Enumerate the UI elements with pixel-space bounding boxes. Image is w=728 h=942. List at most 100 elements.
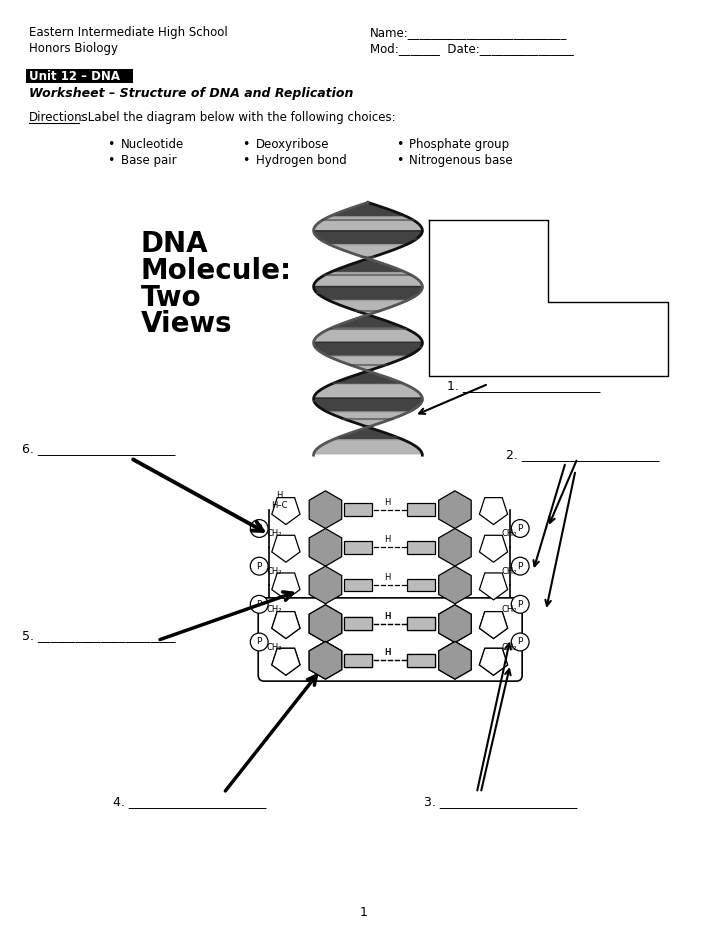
Bar — [408, 503, 435, 516]
Polygon shape — [480, 573, 507, 600]
Polygon shape — [309, 605, 341, 642]
Text: Directions: Directions — [29, 111, 89, 124]
Text: •: • — [242, 154, 250, 167]
Text: CH₂: CH₂ — [266, 606, 282, 614]
Polygon shape — [439, 528, 471, 566]
Bar — [408, 541, 435, 554]
Text: CH₂: CH₂ — [266, 529, 282, 539]
Bar — [408, 654, 435, 667]
Bar — [408, 617, 435, 630]
Text: •: • — [395, 154, 403, 167]
Circle shape — [250, 520, 268, 537]
Text: 3. ______________________: 3. ______________________ — [424, 795, 578, 808]
Text: Honors Biology: Honors Biology — [29, 41, 118, 55]
Text: Molecule:: Molecule: — [141, 257, 292, 284]
Text: Hydrogen bond: Hydrogen bond — [256, 154, 347, 167]
Text: Eastern Intermediate High School: Eastern Intermediate High School — [29, 26, 228, 39]
Text: •: • — [395, 138, 403, 151]
Text: H: H — [384, 611, 391, 621]
Text: P: P — [256, 600, 262, 609]
Polygon shape — [272, 611, 300, 639]
Text: P: P — [518, 600, 523, 609]
Text: H: H — [384, 611, 391, 621]
Circle shape — [511, 558, 529, 575]
Circle shape — [250, 558, 268, 575]
Polygon shape — [480, 535, 507, 562]
Text: Nucleotide: Nucleotide — [121, 138, 184, 151]
Text: P: P — [256, 524, 262, 533]
Polygon shape — [480, 611, 507, 639]
Text: CH₂: CH₂ — [502, 529, 517, 539]
Polygon shape — [480, 497, 507, 525]
Bar — [408, 654, 435, 667]
Circle shape — [250, 595, 268, 613]
Text: Two: Two — [141, 284, 201, 312]
Text: CH₂: CH₂ — [502, 567, 517, 577]
Bar — [344, 503, 372, 516]
Polygon shape — [309, 566, 341, 604]
Text: H: H — [384, 648, 391, 658]
Text: H–C: H–C — [271, 500, 288, 510]
Bar — [344, 541, 372, 554]
Text: H: H — [384, 497, 391, 507]
Polygon shape — [439, 642, 471, 679]
Polygon shape — [480, 611, 507, 639]
Polygon shape — [309, 605, 341, 642]
Circle shape — [511, 633, 529, 651]
Text: Base pair: Base pair — [121, 154, 176, 167]
Text: 2. ______________________: 2. ______________________ — [507, 448, 660, 462]
Polygon shape — [272, 573, 300, 600]
Text: P: P — [256, 561, 262, 571]
Polygon shape — [309, 642, 341, 679]
Bar — [344, 578, 372, 592]
Text: P: P — [518, 561, 523, 571]
Polygon shape — [439, 642, 471, 679]
Text: 5. ______________________: 5. ______________________ — [22, 628, 175, 642]
Text: Phosphate group: Phosphate group — [409, 138, 510, 151]
Polygon shape — [272, 535, 300, 562]
Polygon shape — [272, 648, 300, 675]
Text: P: P — [518, 638, 523, 646]
Text: H: H — [384, 573, 391, 582]
Bar — [408, 617, 435, 630]
Text: 4. ______________________: 4. ______________________ — [113, 795, 266, 808]
Text: Worksheet – Structure of DNA and Replication: Worksheet – Structure of DNA and Replica… — [29, 88, 353, 101]
Text: Unit 12 – DNA: Unit 12 – DNA — [29, 70, 120, 83]
Bar — [344, 617, 372, 630]
Bar — [344, 654, 372, 667]
Text: : Label the diagram below with the following choices:: : Label the diagram below with the follo… — [80, 111, 396, 124]
Text: H: H — [276, 491, 282, 500]
Polygon shape — [309, 642, 341, 679]
Text: CH₂: CH₂ — [266, 642, 282, 652]
Text: P: P — [256, 638, 262, 646]
Polygon shape — [439, 491, 471, 528]
Text: Nitrogenous base: Nitrogenous base — [409, 154, 513, 167]
Text: P: P — [518, 524, 523, 533]
Bar — [344, 617, 372, 630]
Text: CH₂: CH₂ — [502, 606, 517, 614]
Polygon shape — [480, 648, 507, 675]
Text: •: • — [242, 138, 250, 151]
Text: DNA: DNA — [141, 230, 208, 258]
Text: Name:___________________________: Name:___________________________ — [370, 26, 567, 39]
Bar — [408, 578, 435, 592]
Polygon shape — [272, 648, 300, 675]
Polygon shape — [439, 566, 471, 604]
Polygon shape — [309, 491, 341, 528]
Text: 6. ______________________: 6. ______________________ — [22, 442, 175, 455]
Polygon shape — [480, 648, 507, 675]
Polygon shape — [272, 611, 300, 639]
Text: 1: 1 — [360, 906, 368, 919]
Text: Views: Views — [141, 311, 232, 338]
Text: CH₂: CH₂ — [266, 567, 282, 577]
Bar — [344, 654, 372, 667]
Text: Deoxyribose: Deoxyribose — [256, 138, 330, 151]
Polygon shape — [272, 497, 300, 525]
Text: •: • — [107, 154, 114, 167]
Polygon shape — [439, 605, 471, 642]
Bar — [26, 69, 132, 84]
Text: •: • — [107, 138, 114, 151]
Circle shape — [511, 595, 529, 613]
FancyBboxPatch shape — [258, 598, 522, 681]
Text: CH₂: CH₂ — [502, 642, 517, 652]
